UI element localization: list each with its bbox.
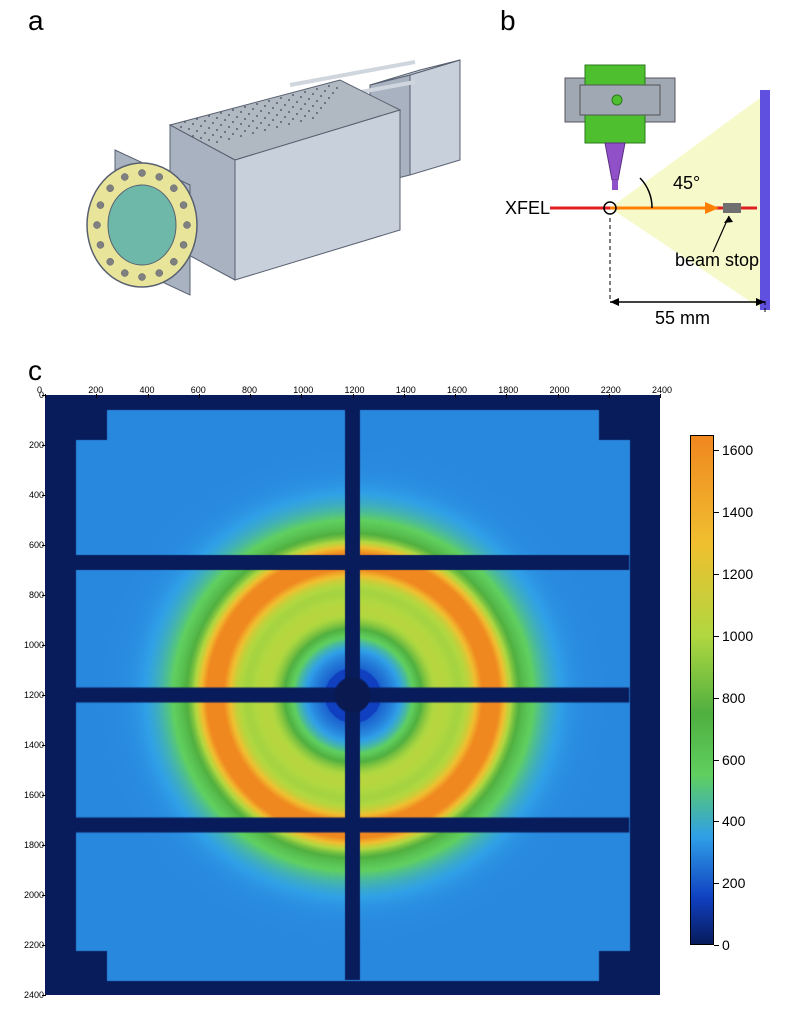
beam-stop-label: beam stop [675, 250, 759, 271]
panel-c-heatmap: 02004006008001000120014001600 0200400600… [30, 385, 770, 1005]
detector-canvas [45, 395, 660, 995]
xfel-label: XFEL [505, 198, 550, 219]
angle-label: 45° [673, 173, 700, 194]
colorbar-canvas [690, 435, 714, 945]
panel-label-c: c [28, 355, 42, 387]
panel-a-cad [60, 30, 480, 310]
colorbar: 02004006008001000120014001600 [690, 435, 770, 965]
panel-b-schematic: XFEL beam stop 45° 55 mm [505, 30, 785, 330]
distance-label: 55 mm [655, 308, 710, 329]
panel-label-a: a [28, 5, 44, 37]
